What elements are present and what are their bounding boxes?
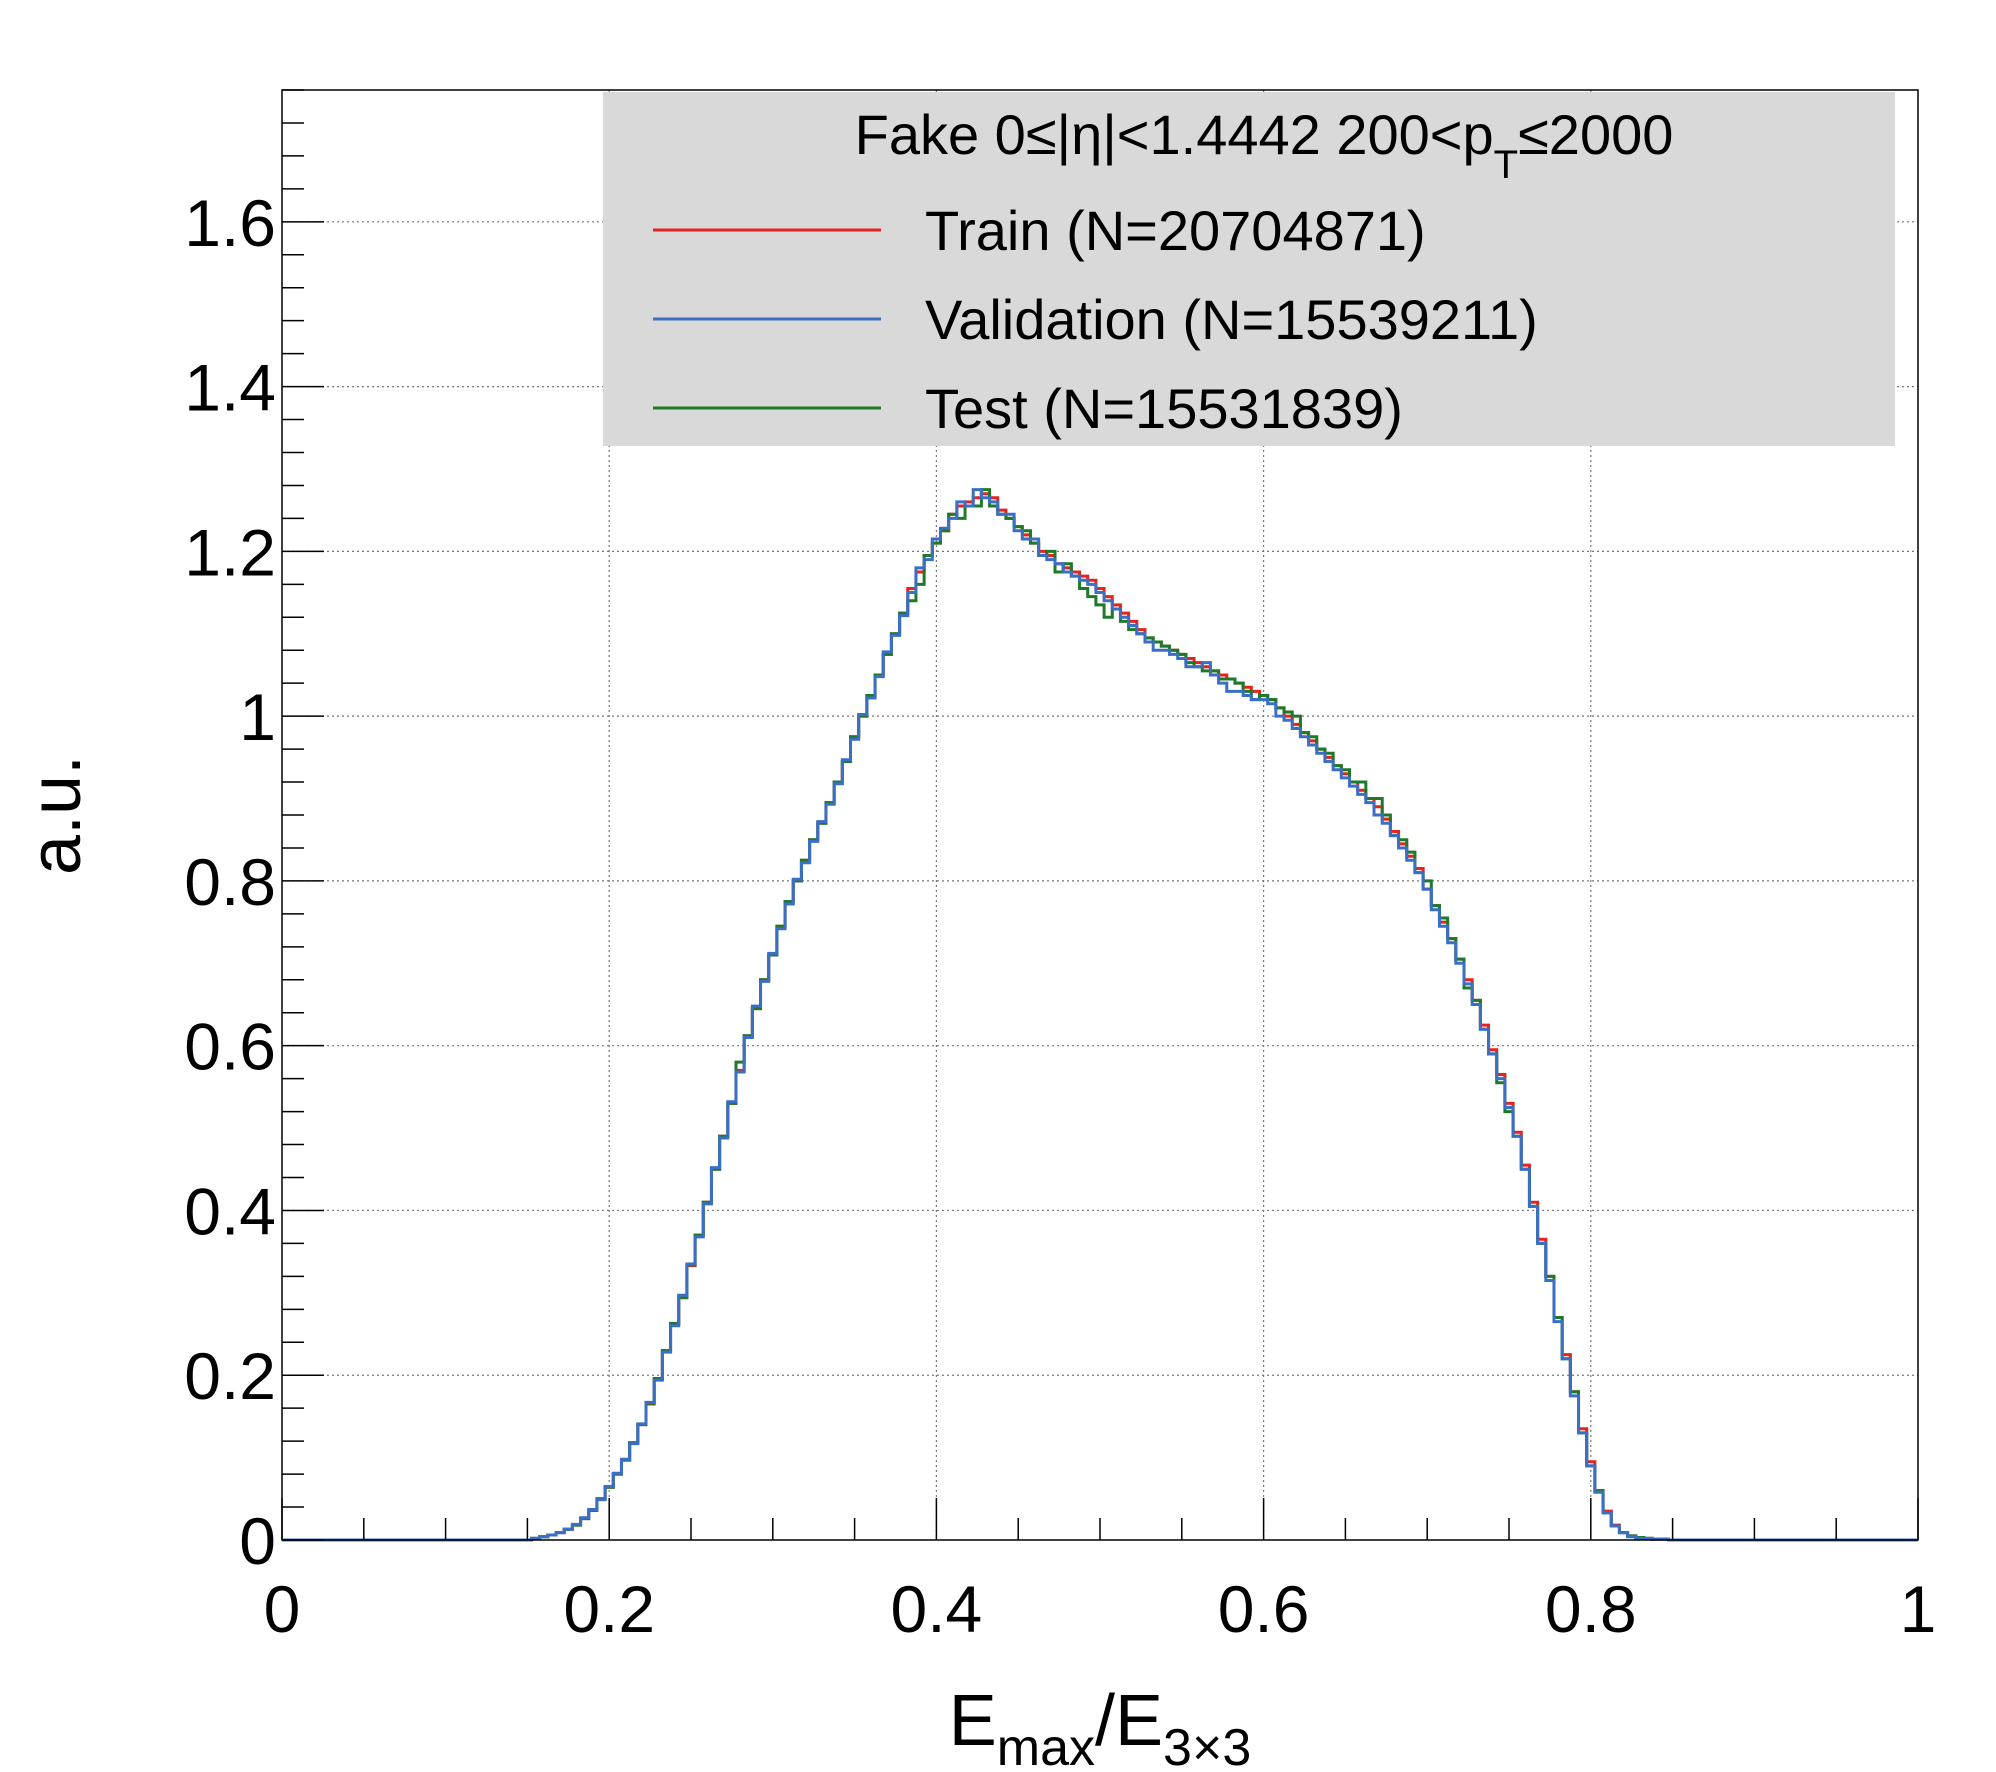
x-tick-label: 0.4 (891, 1572, 983, 1646)
plot-frame (281, 89, 1919, 1541)
series-line-2 (282, 488, 1918, 1542)
legend-header-sub: T (1494, 143, 1518, 187)
y-tick-label: 0 (239, 1504, 276, 1578)
legend: Fake 0≤|η|<1.4442 200<pT≤2000 Train (N=2… (603, 92, 1895, 446)
x-axis-title-sub1: max (997, 1719, 1095, 1772)
y-tick-label: 1.2 (184, 515, 276, 589)
legend-header: Fake 0≤|η|<1.4442 200<pT≤2000 (855, 103, 1674, 187)
series-line-1 (282, 492, 1918, 1542)
y-tick-label: 1.6 (184, 186, 276, 260)
tick-labels: 0 0.2 0.4 0.6 0.8 1 0 0.2 0.4 0.6 0.8 1 1.2 1.4 1.6 (184, 186, 1936, 1646)
x-axis-title: Emax/E3×3 (949, 1681, 1252, 1772)
legend-entries: Train (N=20704871) Validation (N=15539211… (653, 199, 1538, 440)
x-tick-label: 0.6 (1218, 1572, 1310, 1646)
legend-label: Test (N=15531839) (925, 377, 1403, 440)
y-axis-title: a.u. (16, 755, 96, 875)
legend-background (603, 92, 1895, 446)
legend-header-main: Fake 0≤|η|<1.4442 200<p (855, 103, 1494, 166)
x-axis-title-mid: /E (1095, 1681, 1163, 1761)
y-tick-label: 1 (239, 680, 276, 754)
x-tick-label: 0.2 (563, 1572, 655, 1646)
legend-label: Train (N=20704871) (925, 199, 1426, 262)
x-tick-label: 0.8 (1545, 1572, 1637, 1646)
y-tick-label: 0.8 (184, 845, 276, 919)
y-tick-label: 0.2 (184, 1339, 276, 1413)
series-layer (282, 488, 1918, 1542)
x-tick-label: 1 (1900, 1572, 1937, 1646)
y-tick-label: 0.4 (184, 1174, 276, 1248)
legend-label: Validation (N=15539211) (925, 288, 1538, 351)
x-axis-title-main: E (949, 1681, 997, 1761)
y-tick-label: 1.4 (184, 351, 276, 425)
x-axis-title-sub2: 3×3 (1163, 1719, 1251, 1772)
x-tick-label: 0 (264, 1572, 301, 1646)
legend-header-tail: ≤2000 (1518, 103, 1673, 166)
series-line-3 (282, 488, 1918, 1542)
y-tick-label: 0.6 (184, 1010, 276, 1084)
